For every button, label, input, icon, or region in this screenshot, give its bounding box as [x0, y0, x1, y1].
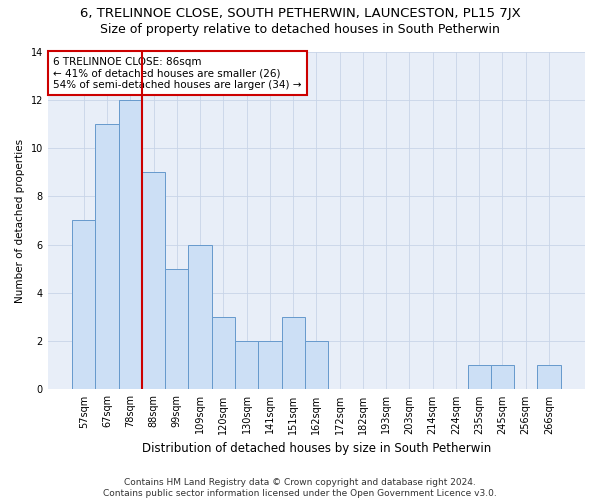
Text: Size of property relative to detached houses in South Petherwin: Size of property relative to detached ho…: [100, 22, 500, 36]
Bar: [142, 172, 165, 390]
Bar: [305, 341, 328, 390]
Bar: [188, 244, 212, 390]
Bar: [95, 124, 119, 390]
X-axis label: Distribution of detached houses by size in South Petherwin: Distribution of detached houses by size …: [142, 442, 491, 455]
Bar: [538, 366, 560, 390]
Bar: [72, 220, 95, 390]
Text: 6 TRELINNOE CLOSE: 86sqm
← 41% of detached houses are smaller (26)
54% of semi-d: 6 TRELINNOE CLOSE: 86sqm ← 41% of detach…: [53, 56, 302, 90]
Y-axis label: Number of detached properties: Number of detached properties: [15, 138, 25, 302]
Bar: [281, 317, 305, 390]
Bar: [212, 317, 235, 390]
Text: Contains HM Land Registry data © Crown copyright and database right 2024.
Contai: Contains HM Land Registry data © Crown c…: [103, 478, 497, 498]
Bar: [258, 341, 281, 390]
Bar: [467, 366, 491, 390]
Bar: [491, 366, 514, 390]
Bar: [165, 268, 188, 390]
Bar: [119, 100, 142, 390]
Text: 6, TRELINNOE CLOSE, SOUTH PETHERWIN, LAUNCESTON, PL15 7JX: 6, TRELINNOE CLOSE, SOUTH PETHERWIN, LAU…: [80, 8, 520, 20]
Bar: [235, 341, 258, 390]
